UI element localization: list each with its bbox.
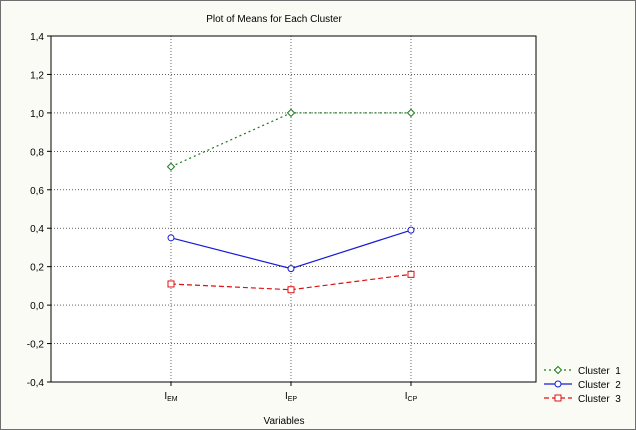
data-point <box>407 226 415 234</box>
y-tick-label: -0,2 <box>27 340 45 351</box>
legend-marker <box>553 365 563 375</box>
x-tick-label: IEM <box>164 391 177 403</box>
y-tick-label: -0,4 <box>27 378 45 389</box>
data-point <box>167 280 175 288</box>
plot-area <box>50 35 537 383</box>
data-point <box>167 234 175 242</box>
legend: Cluster 1 Cluster 2 Cluster 3 <box>544 365 621 405</box>
x-axis-label: Variables <box>264 416 305 427</box>
chart-title: Plot of Means for Each Cluster <box>206 14 342 25</box>
y-tick-label: 1,2 <box>30 70 44 81</box>
grid-lines <box>51 36 536 382</box>
y-tick-label: 0,6 <box>30 186 44 197</box>
x-tick-label: IEP <box>285 391 297 403</box>
data-point <box>406 108 416 118</box>
y-tick-label: 0,2 <box>30 263 44 274</box>
y-tick-label: 0,8 <box>30 147 44 158</box>
series-3 <box>167 270 415 294</box>
y-tick-label: 0,4 <box>30 224 44 235</box>
y-tick-label: 1,4 <box>30 32 44 43</box>
legend-marker <box>554 380 562 388</box>
legend-label: Cluster 3 <box>578 394 621 405</box>
legend-item: Cluster 2 <box>544 380 621 391</box>
data-point <box>407 270 415 278</box>
series-group <box>166 108 416 294</box>
legend-label: Cluster 2 <box>578 380 621 391</box>
y-tick-label: 0,0 <box>30 301 44 312</box>
data-point <box>287 286 295 294</box>
data-point <box>286 108 296 118</box>
legend-label: Cluster 1 <box>578 366 621 377</box>
legend-item: Cluster 3 <box>544 394 621 405</box>
series-2 <box>167 226 415 273</box>
y-tick-label: 1,0 <box>30 109 44 120</box>
data-point <box>287 265 295 273</box>
series-1 <box>166 108 416 171</box>
legend-item: Cluster 1 <box>544 365 621 377</box>
data-point <box>166 162 176 171</box>
x-tick-label: ICP <box>405 391 418 403</box>
axes: -0,4 -0,2 0,0 0,2 0,4 0,6 0,8 1,0 1,2 1,4 IEM IEP IC… <box>27 32 418 403</box>
legend-marker <box>554 394 562 402</box>
